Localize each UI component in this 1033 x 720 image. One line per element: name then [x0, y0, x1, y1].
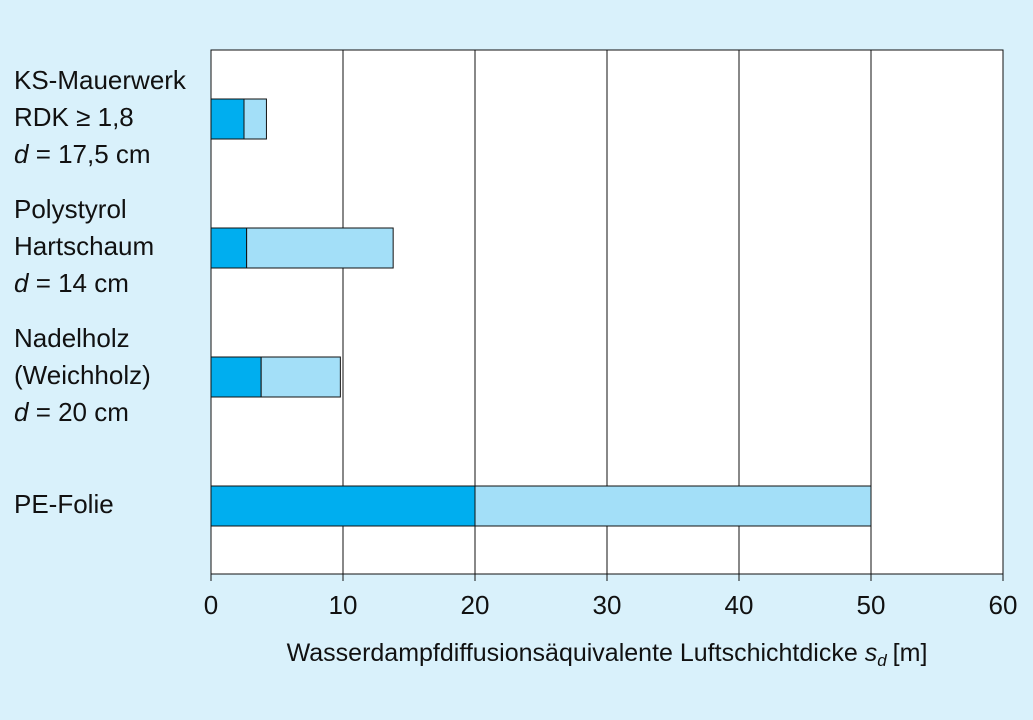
bar-range — [474, 485, 872, 527]
category-label: Polystyrol — [14, 194, 127, 224]
category-label-rest: = 17,5 cm — [28, 139, 150, 169]
category-label: d = 20 cm — [14, 397, 129, 427]
bar-low — [210, 98, 245, 140]
x-tick-label: 30 — [593, 590, 622, 620]
category-label: KS-Mauerwerk — [14, 65, 187, 95]
category-label: d = 14 cm — [14, 268, 129, 298]
category-label-rest: = 14 cm — [28, 268, 128, 298]
category-label-symbol: d — [14, 268, 30, 298]
x-tick-label: 60 — [989, 590, 1018, 620]
bar-range — [260, 356, 341, 398]
bar-range — [246, 227, 394, 269]
x-tick-label: 50 — [857, 590, 886, 620]
category-label: Nadelholz — [14, 323, 130, 353]
x-tick-label: 10 — [329, 590, 358, 620]
x-tick-label: 20 — [461, 590, 490, 620]
category-label: RDK ≥ 1,8 — [14, 102, 134, 132]
x-axis-unit: [m] — [893, 639, 928, 667]
bar-low — [210, 356, 262, 398]
bar-range — [243, 98, 267, 140]
x-axis-label-text: Wasserdampfdiffusionsäquivalente Luftsch… — [287, 639, 858, 667]
category-label: d = 17,5 cm — [14, 139, 151, 169]
x-axis-subscript: d — [877, 651, 887, 670]
category-label: Hartschaum — [14, 231, 154, 261]
category-label-symbol: d — [14, 139, 30, 169]
x-axis-symbol: s — [865, 639, 878, 667]
bar-low — [210, 227, 248, 269]
category-label-rest: = 20 cm — [28, 397, 128, 427]
category-label-symbol: d — [14, 397, 30, 427]
bar-low — [210, 485, 476, 527]
category-label: PE-Folie — [14, 489, 114, 519]
x-tick-label: 0 — [204, 590, 218, 620]
x-tick-label: 40 — [725, 590, 754, 620]
category-label: (Weichholz) — [14, 360, 151, 390]
x-axis-label: Wasserdampfdiffusionsäquivalente Luftsch… — [287, 639, 928, 671]
